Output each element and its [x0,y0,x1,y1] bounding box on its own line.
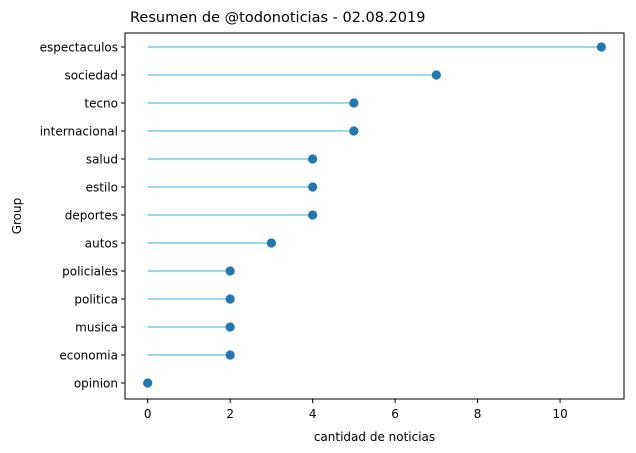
x-tick-label: 8 [474,407,482,421]
y-tick-label: opinion [74,376,118,390]
x-tick-label: 4 [309,407,317,421]
y-tick-label: espectaculos [40,40,118,54]
y-tick-label: economia [59,348,118,362]
y-tick-label: tecno [84,96,118,110]
lollipop-marker [308,154,318,164]
plot-area-frame [124,32,625,400]
lollipop-marker [596,42,606,52]
lollipop-marker [225,322,235,332]
y-tick-label: sociedad [65,68,119,82]
y-tick-label: internacional [40,124,118,138]
y-tick-label: policiales [62,264,118,278]
y-tick-label: autos [85,236,118,250]
lollipop-marker [349,126,359,136]
x-tick-label: 0 [144,407,152,421]
lollipop-marker [143,378,153,388]
stems-layer [147,46,602,356]
y-tick-label: estilo [86,180,118,194]
lollipop-marker [431,70,441,80]
lollipop-marker [308,210,318,220]
y-axis-ticks: opinion economia musica politica policiales a… [40,40,125,390]
lollipop-marker [349,98,359,108]
y-tick-label: salud [86,152,118,166]
lollipop-marker [225,294,235,304]
chart-title: Resumen de @todonoticias - 02.08.2019 [130,10,426,26]
x-axis-label: cantidad de noticias [314,430,435,444]
x-axis-ticks: 0 2 4 6 8 10 [144,399,568,421]
y-axis-label: Group [10,198,24,235]
y-tick-label: deportes [65,208,118,222]
x-tick-label: 6 [391,407,399,421]
lollipop-marker [266,238,277,248]
y-tick-label: politica [74,292,118,306]
lollipop-marker [225,266,235,276]
lollipop-marker [225,350,235,360]
markers-layer [143,42,606,388]
lollipop-marker [308,182,318,192]
y-tick-label: musica [75,320,118,334]
x-tick-label: 2 [226,407,234,421]
x-tick-label: 10 [552,407,567,421]
